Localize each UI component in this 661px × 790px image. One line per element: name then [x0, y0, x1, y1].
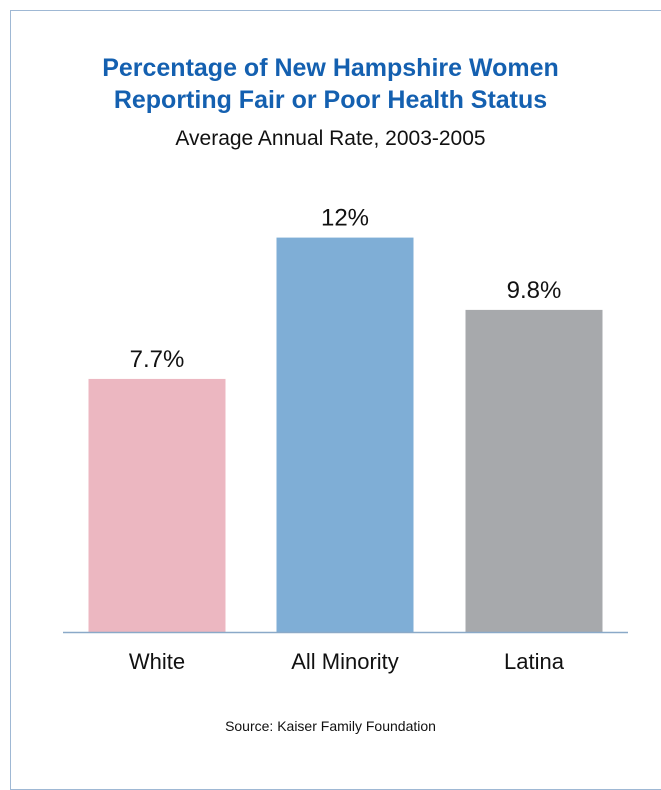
data-label-latina: 9.8% [507, 277, 562, 304]
data-label-all-minority: 12% [321, 205, 369, 232]
source-note: Source: Kaiser Family Foundation [225, 718, 436, 734]
bar-all-minority [276, 237, 414, 632]
bar-latina [465, 309, 603, 632]
chart-title-line-2: Reporting Fair or Poor Health Status [113, 86, 548, 114]
chart-title-line-1: Percentage of New Hampshire Women [102, 54, 559, 82]
category-label-latina: Latina [504, 649, 565, 674]
data-label-white: 7.7% [130, 346, 185, 373]
chart-subtitle: Average Annual Rate, 2003-2005 [175, 127, 486, 150]
category-label-all-minority: All Minority [291, 649, 399, 674]
bar-white [88, 378, 226, 632]
category-label-white: White [129, 649, 185, 674]
